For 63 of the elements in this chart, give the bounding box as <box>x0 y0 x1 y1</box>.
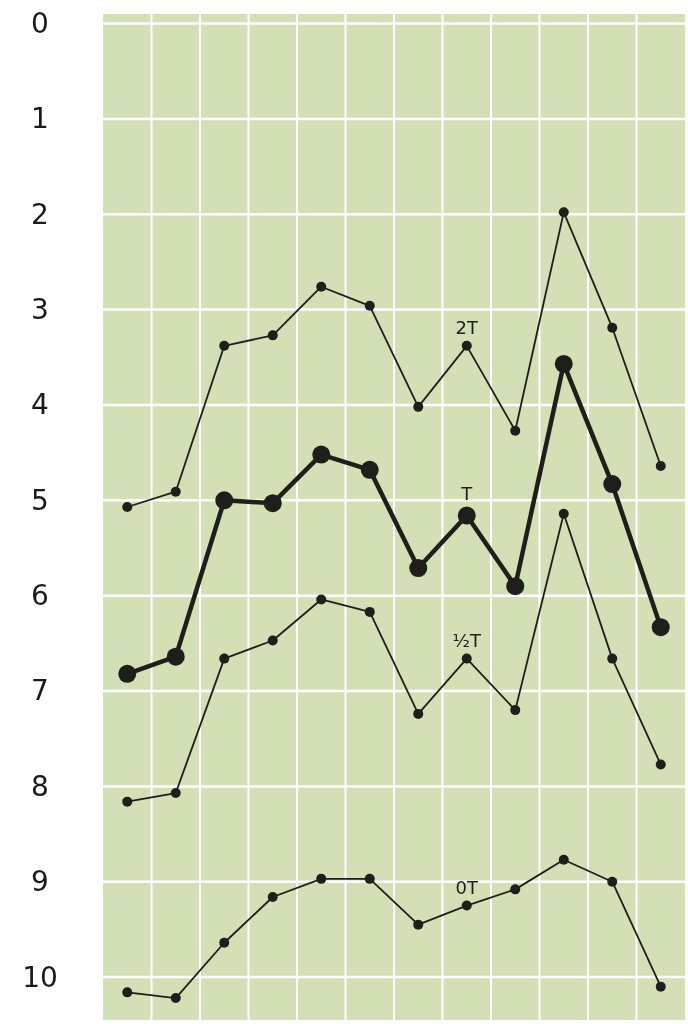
point <box>312 445 331 464</box>
point <box>461 340 472 351</box>
point <box>409 559 428 577</box>
point <box>263 494 282 513</box>
point <box>655 981 666 992</box>
point <box>316 873 327 884</box>
point <box>558 854 569 865</box>
point <box>655 460 666 471</box>
point <box>166 647 185 666</box>
point <box>215 491 234 510</box>
point <box>122 796 133 807</box>
point <box>267 330 278 341</box>
point <box>607 322 618 333</box>
point <box>170 788 181 799</box>
point <box>118 664 137 683</box>
point <box>360 460 379 479</box>
y-tick-label: 2 <box>31 197 49 231</box>
point <box>364 873 375 884</box>
point <box>603 475 622 494</box>
point <box>316 594 327 605</box>
y-tick-label: 0 <box>31 7 49 40</box>
point <box>457 506 476 525</box>
y-tick-label: 7 <box>31 674 49 708</box>
point <box>510 705 521 716</box>
series-label: T <box>460 482 474 504</box>
y-tick-label: 9 <box>31 865 49 899</box>
point <box>316 281 327 292</box>
point <box>510 884 521 895</box>
point <box>219 340 230 351</box>
point <box>413 708 424 719</box>
point <box>461 900 472 911</box>
point <box>607 653 618 664</box>
point <box>364 606 375 617</box>
y-tick-label: 4 <box>31 388 49 422</box>
y-tick-label: 8 <box>31 769 49 803</box>
point <box>170 993 181 1004</box>
point <box>267 635 278 646</box>
point <box>170 486 181 497</box>
point <box>558 207 569 218</box>
point <box>506 577 525 596</box>
point <box>122 502 133 512</box>
point <box>122 987 133 998</box>
point <box>413 919 424 930</box>
point <box>558 508 569 519</box>
point <box>219 937 230 948</box>
point <box>651 618 670 637</box>
point <box>413 401 424 412</box>
point <box>655 759 666 770</box>
point <box>219 653 230 664</box>
point <box>607 876 618 887</box>
point <box>364 300 375 311</box>
point <box>461 653 472 664</box>
point <box>554 354 573 373</box>
y-tick-label: 10 <box>22 960 58 994</box>
point <box>267 892 278 902</box>
series-label: ½T <box>452 629 482 651</box>
y-tick-label: 5 <box>31 483 49 517</box>
y-tick-label: 3 <box>31 293 49 327</box>
series-label: 0T <box>455 876 479 898</box>
point <box>510 425 521 436</box>
y-tick-label: 6 <box>31 579 49 613</box>
y-tick-label: 1 <box>31 102 49 136</box>
series-label: 2T <box>455 316 479 338</box>
